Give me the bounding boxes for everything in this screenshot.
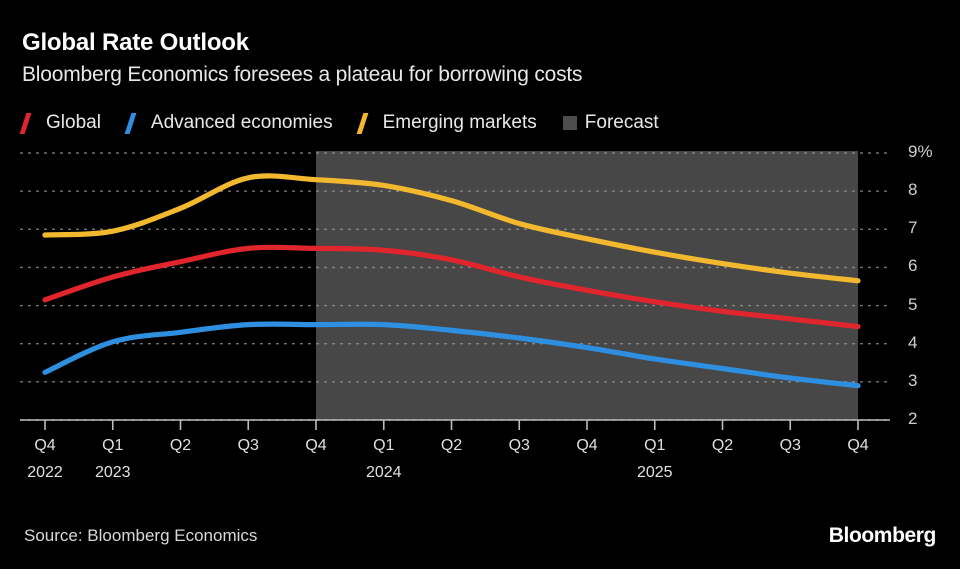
x-axis-year-label: 2022 xyxy=(27,464,63,481)
legend-item-emerging-markets[interactable]: Emerging markets xyxy=(356,112,537,134)
y-axis-label: 7 xyxy=(908,218,918,238)
bloomberg-logo: Bloomberg xyxy=(828,524,937,547)
y-axis-label: 5 xyxy=(908,294,918,314)
x-axis-quarter-label: Q2 xyxy=(169,437,192,454)
x-axis-quarter-label: Q3 xyxy=(508,437,530,454)
x-axis-quarter-label: Q4 xyxy=(305,437,327,454)
legend-item-global[interactable]: Global xyxy=(19,112,101,134)
y-axis-label: 2 xyxy=(908,409,918,428)
x-axis-quarter-label: Q2 xyxy=(711,437,734,454)
x-axis-quarter-label: Q3 xyxy=(779,437,801,454)
legend-item-forecast[interactable]: Forecast xyxy=(562,112,659,134)
series-line-advanced-economies xyxy=(42,321,861,389)
x-axis-year-label: 2023 xyxy=(94,464,131,481)
chart-subtitle: Bloomberg Economics foresees a plateau f… xyxy=(22,63,583,86)
x-axis-quarter-label: Q4 xyxy=(576,437,598,454)
page-title: Global Rate Outlook xyxy=(22,29,249,56)
y-axis-label: 8 xyxy=(908,180,918,200)
legend-swatch-forecast-icon xyxy=(562,116,577,130)
source-note: Source: Bloomberg Economics xyxy=(24,526,258,545)
series-line-emerging-markets xyxy=(42,173,861,284)
x-axis-quarter-label: Q1 xyxy=(644,437,666,454)
x-axis-quarter-label: Q4 xyxy=(847,437,869,454)
legend-label: Forecast xyxy=(584,112,659,133)
legend-item-advanced-economies[interactable]: Advanced economies xyxy=(124,112,333,134)
x-axis-quarter-label: Q2 xyxy=(440,437,463,454)
legend-label: Advanced economies xyxy=(150,112,333,133)
x-axis-quarter-label: Q1 xyxy=(102,437,124,454)
x-axis-quarter-label: Q3 xyxy=(237,437,259,454)
legend-label: Emerging markets xyxy=(382,112,537,133)
x-axis-quarter-label: Q4 xyxy=(34,437,56,454)
y-axis-label: 9% xyxy=(908,142,933,161)
y-axis-label: 4 xyxy=(908,332,918,352)
y-axis-label: 6 xyxy=(908,256,918,276)
x-axis-year-label: 2025 xyxy=(636,464,673,481)
y-axis-label: 3 xyxy=(908,370,918,390)
x-axis-year-label: 2024 xyxy=(365,464,402,481)
series-line-global xyxy=(42,244,861,330)
chart-legend: Global Advanced economies Emerging markets… xyxy=(19,108,685,138)
legend-label: Global xyxy=(46,112,101,133)
x-axis-quarter-label: Q1 xyxy=(373,437,395,454)
